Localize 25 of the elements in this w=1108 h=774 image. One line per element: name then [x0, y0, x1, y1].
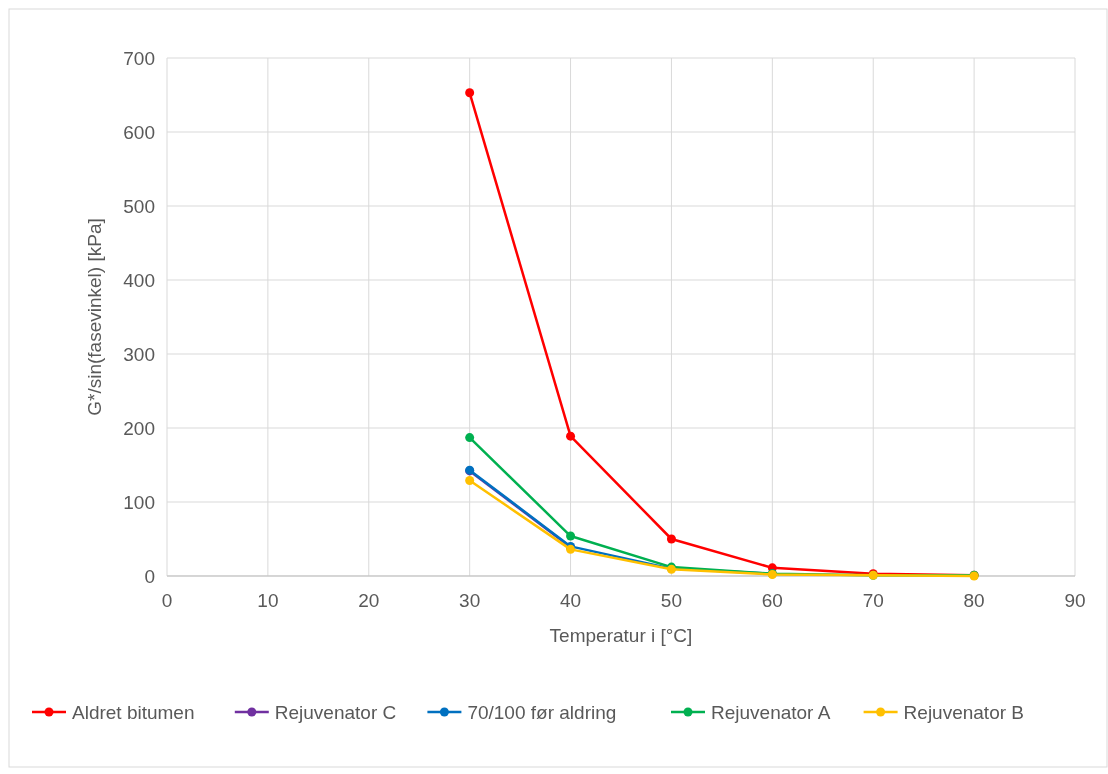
x-tick-label: 70	[862, 590, 884, 611]
x-tick-label: 80	[963, 590, 985, 611]
y-tick-label: 200	[123, 418, 155, 439]
x-tick-label: 10	[257, 590, 279, 611]
legend-label: Rejuvenator A	[711, 702, 831, 723]
x-tick-label: 30	[459, 590, 481, 611]
y-tick-label: 600	[123, 122, 155, 143]
y-axis-title: G*/sin(fasevinkel) [kPa]	[84, 218, 105, 416]
legend-label: Rejuvenator B	[903, 702, 1025, 723]
legend-label: 70/100 før aldring	[467, 702, 617, 723]
legend-label: Rejuvenator C	[274, 702, 397, 723]
x-tick-label: 90	[1064, 590, 1086, 611]
x-tick-label: 0	[161, 590, 173, 611]
y-tick-label: 100	[123, 492, 155, 513]
x-tick-label: 20	[358, 590, 380, 611]
x-tick-label: 50	[660, 590, 683, 611]
legend-label: Aldret bitumen	[72, 702, 195, 723]
x-tick-label: 60	[761, 590, 783, 611]
y-tick-label: 500	[123, 196, 155, 217]
y-tick-label: 400	[123, 270, 155, 291]
y-tick-label: 700	[123, 48, 155, 69]
x-tick-label: 40	[559, 590, 582, 611]
y-tick-label: 300	[123, 344, 155, 365]
x-axis-title: Temperatur i [°C]	[549, 625, 693, 646]
y-tick-label: 0	[144, 566, 155, 587]
